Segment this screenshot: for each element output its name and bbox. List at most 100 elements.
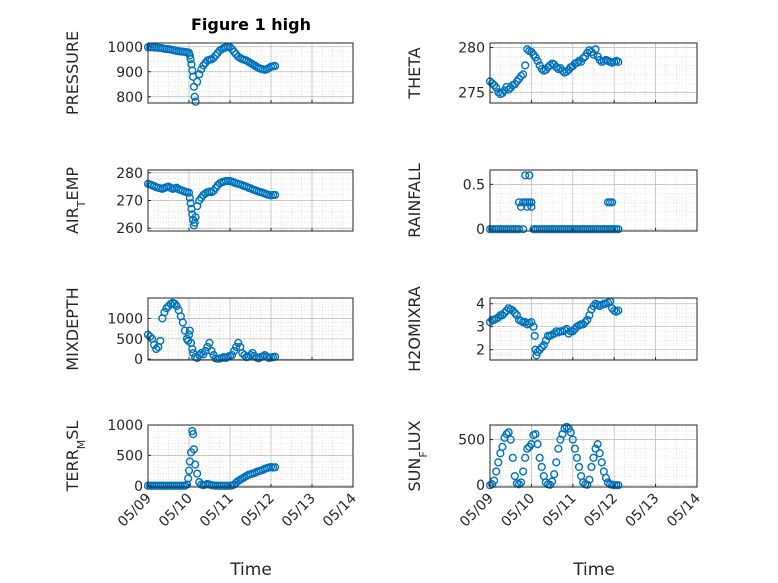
data-point <box>506 435 515 444</box>
data-point <box>614 57 623 66</box>
ylabel-part: LUX <box>405 420 424 451</box>
y-axis-label: RAINFALL <box>405 163 424 238</box>
data-point <box>583 480 592 489</box>
data-point <box>514 225 524 234</box>
data-point <box>156 336 165 345</box>
data-point <box>597 458 606 467</box>
data-point <box>190 92 199 101</box>
data-point <box>564 329 573 338</box>
data-point <box>508 453 517 462</box>
data-point <box>527 202 536 211</box>
data-point <box>191 460 200 469</box>
data-point <box>552 63 561 72</box>
y-tick-label: 2 <box>476 343 485 359</box>
data-point <box>512 311 522 320</box>
data-point <box>195 351 204 360</box>
data-point <box>537 343 546 352</box>
data-point <box>193 469 202 478</box>
y-tick-label: 0 <box>134 352 143 368</box>
data-point <box>170 299 179 308</box>
data-point <box>568 435 577 444</box>
data-point <box>498 442 507 451</box>
data-point <box>172 183 181 192</box>
data-point <box>203 342 212 352</box>
data-point <box>572 58 582 67</box>
data-point <box>162 304 171 313</box>
ylabel-part: EMP <box>63 167 82 201</box>
x-tick-label: 05/11 <box>540 491 580 531</box>
data-point <box>608 198 617 207</box>
data-point <box>152 344 161 354</box>
data-point <box>190 218 199 227</box>
data-point <box>547 477 557 486</box>
x-tick-label: 05/12 <box>581 491 621 531</box>
data-point <box>189 430 198 439</box>
data-point <box>591 444 600 453</box>
data-point <box>533 56 542 66</box>
x-tick-label: 05/09 <box>457 491 497 531</box>
y-tick-label: 0 <box>134 479 143 495</box>
data-point <box>539 340 548 350</box>
data-point <box>589 50 598 59</box>
data-point <box>516 478 526 487</box>
subplot-mixdepth: 0 500 1000 MIXDEPTH <box>63 287 354 371</box>
data-point <box>523 444 532 453</box>
y-tick-label: 280 <box>458 40 485 56</box>
data-point <box>184 474 193 483</box>
ylabel-subscript: F <box>417 451 430 457</box>
data-point <box>492 467 501 476</box>
subplot-sun-flux: 0 500 SUNFLUX <box>405 420 698 494</box>
y-tick-label: 3 <box>476 320 485 336</box>
data-point <box>527 318 536 327</box>
data-point <box>271 190 280 200</box>
y-tick-label: 0 <box>476 478 485 494</box>
axes-box <box>489 424 698 488</box>
y-tick-label: 0 <box>476 222 485 238</box>
data-point <box>498 311 507 320</box>
data-point <box>234 338 243 347</box>
data-point <box>535 453 544 462</box>
y-axis-label: THETA <box>405 47 424 99</box>
data-point <box>614 225 623 234</box>
x-axis-label-left: Time <box>229 560 272 580</box>
data-point <box>207 346 216 356</box>
data-point <box>492 83 501 92</box>
axes-box <box>489 42 698 104</box>
data-point <box>527 198 536 207</box>
data-point <box>521 171 530 180</box>
data-point <box>541 336 550 345</box>
data-point <box>579 54 588 63</box>
axes-box <box>147 424 354 488</box>
y-tick-label: 900 <box>116 65 143 81</box>
data-point <box>537 462 546 472</box>
y-axis-label: AIRTEMP <box>63 167 88 234</box>
data-point <box>271 61 280 71</box>
data-point <box>554 444 563 453</box>
data-point <box>585 475 594 484</box>
data-point <box>500 308 509 318</box>
data-point <box>550 470 559 479</box>
data-point <box>230 346 239 356</box>
subplot-terr-msl: 0 500 1000 TERRMSL <box>63 418 354 495</box>
data-point <box>191 97 200 106</box>
data-point <box>510 308 519 318</box>
data-point <box>579 320 588 329</box>
data-point <box>519 70 528 79</box>
axes-box <box>489 297 698 361</box>
data-point <box>521 453 530 462</box>
ylabel-part: SL <box>63 421 82 440</box>
data-point <box>570 444 579 453</box>
y-tick-label: 280 <box>116 166 143 182</box>
data-point <box>487 79 497 88</box>
data-point <box>225 43 235 52</box>
data-point <box>185 326 194 335</box>
subplot-h2omixra: 2 3 4 H2OMIXRA <box>405 286 698 372</box>
data-point <box>581 318 590 327</box>
data-point <box>510 471 519 481</box>
data-point <box>490 476 499 485</box>
data-point <box>494 458 503 467</box>
data-point <box>583 315 592 324</box>
data-point <box>494 313 503 322</box>
data-point <box>593 440 602 449</box>
